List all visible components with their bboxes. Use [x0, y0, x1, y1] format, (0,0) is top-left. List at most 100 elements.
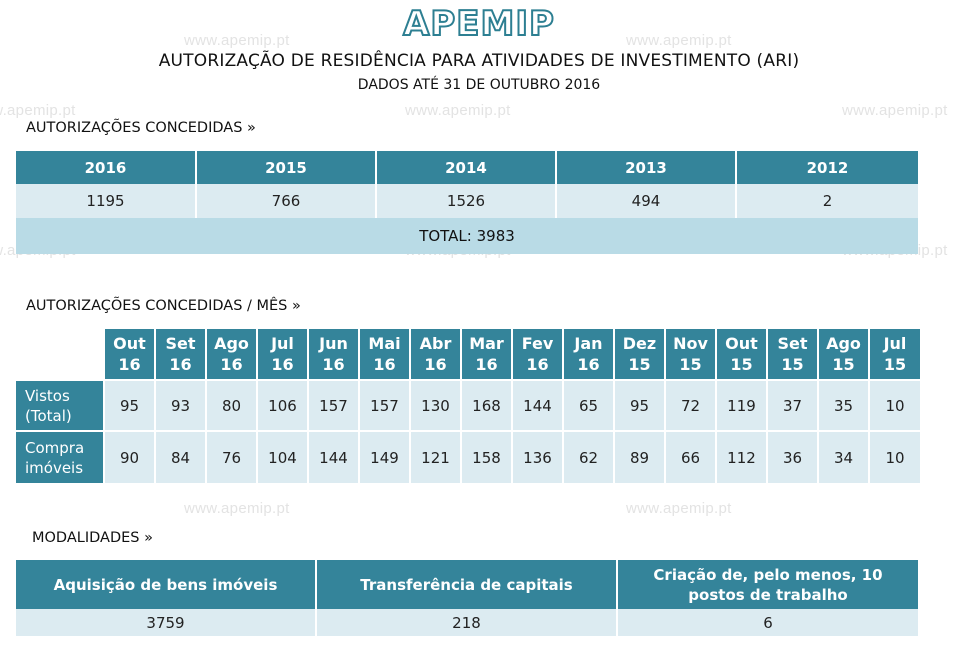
- month-label: Mai: [368, 334, 401, 353]
- modality-header: Criação de, pelo menos, 10 postos de tra…: [617, 560, 918, 609]
- modality-header: Transferência de capitais: [316, 560, 618, 609]
- month-header: Dez 15: [614, 329, 666, 380]
- monthly-value: 157: [308, 379, 360, 431]
- watermark-text: www.apemip.pt: [184, 500, 290, 517]
- row-header-line: (Total): [25, 406, 72, 425]
- monthly-value: 106: [257, 379, 309, 431]
- monthly-value: 119: [716, 379, 768, 431]
- month-header: Set 15: [767, 329, 819, 380]
- monthly-value: 104: [257, 430, 309, 483]
- watermark-text: www.apemip.pt: [0, 102, 76, 119]
- month-header: Mai 16: [359, 329, 411, 380]
- row-header-line: imóveis: [25, 458, 84, 477]
- month-label: Fev: [521, 334, 554, 353]
- monthly-value: 130: [410, 379, 462, 431]
- month-year: 16: [322, 355, 345, 374]
- watermark-text: www.apemip.pt: [626, 32, 732, 49]
- monthly-value: 144: [512, 379, 564, 431]
- annual-value: 1195: [16, 184, 197, 218]
- monthly-value: 121: [410, 430, 462, 483]
- modality-value: 6: [617, 609, 918, 636]
- month-year: 16: [169, 355, 192, 374]
- month-label: Jan: [574, 334, 603, 353]
- monthly-value: 62: [563, 430, 615, 483]
- month-header: Jan 16: [563, 329, 615, 380]
- month-label: Abr: [419, 334, 452, 353]
- year-header: 2013: [556, 151, 737, 184]
- month-label: Ago: [826, 334, 861, 353]
- annual-table: 2016 2015 2014 2013 2012 1195 766 1526 4…: [16, 151, 918, 254]
- month-year: 15: [883, 355, 907, 374]
- year-header: 2012: [736, 151, 918, 184]
- monthly-value: 84: [155, 430, 207, 483]
- monthly-value: 168: [461, 379, 513, 431]
- monthly-value: 34: [818, 430, 870, 483]
- monthly-table: Out 16 Set 16 Ago 16 Jul 16 Jun 16 Mai 16 Abr 16 Mar 16…: [16, 329, 920, 483]
- month-header: Jul 16: [257, 329, 309, 380]
- annual-total: TOTAL: 3983: [16, 218, 918, 254]
- annual-value: 2: [736, 184, 918, 218]
- month-year: 16: [577, 355, 600, 374]
- month-header: Ago 15: [818, 329, 870, 380]
- watermark-text: www.apemip.pt: [405, 102, 511, 119]
- section-heading-monthly: AUTORIZAÇÕES CONCEDIDAS / MÊS »: [26, 298, 301, 314]
- month-header: Set 16: [155, 329, 207, 380]
- apemip-logo: APEMIP: [402, 3, 555, 45]
- row-header-line: Vistos: [25, 386, 70, 405]
- monthly-value: 37: [767, 379, 819, 431]
- month-header: Fev 16: [512, 329, 564, 380]
- month-year: 15: [628, 355, 651, 374]
- month-year: 16: [220, 355, 243, 374]
- monthly-value: 95: [614, 379, 666, 431]
- monthly-value: 10: [869, 379, 920, 431]
- monthly-value: 158: [461, 430, 513, 483]
- month-year: 15: [679, 355, 702, 374]
- month-label: Out: [725, 334, 758, 353]
- year-header: 2015: [196, 151, 377, 184]
- monthly-value: 136: [512, 430, 564, 483]
- month-label: Dez: [622, 334, 657, 353]
- monthly-value: 157: [359, 379, 411, 431]
- watermark-text: www.apemip.pt: [842, 102, 948, 119]
- monthly-value: 10: [869, 430, 920, 483]
- modality-value: 218: [316, 609, 618, 636]
- month-header: Nov 15: [665, 329, 717, 380]
- month-label: Set: [165, 334, 196, 353]
- monthly-value: 144: [308, 430, 360, 483]
- month-label: Ago: [214, 334, 249, 353]
- watermark-text: www.apemip.pt: [184, 32, 290, 49]
- monthly-value: 36: [767, 430, 819, 483]
- year-header: 2016: [16, 151, 197, 184]
- modality-header: Aquisição de bens imóveis: [16, 560, 317, 609]
- monthly-value: 149: [359, 430, 411, 483]
- month-label: Mar: [469, 334, 504, 353]
- month-year: 16: [118, 355, 141, 374]
- month-header: Ago 16: [206, 329, 258, 380]
- month-header: Abr 16: [410, 329, 462, 380]
- page-title: AUTORIZAÇÃO DE RESIDÊNCIA PARA ATIVIDADE…: [158, 51, 800, 71]
- page-subtitle: DADOS ATÉ 31 DE OUTUBRO 2016: [357, 77, 601, 93]
- month-year: 16: [424, 355, 447, 374]
- month-label: Set: [777, 334, 808, 353]
- row-header-compra: Compra imóveis: [16, 430, 105, 483]
- month-label: Out: [113, 334, 146, 353]
- month-year: 15: [781, 355, 804, 374]
- annual-value: 766: [196, 184, 377, 218]
- month-year: 16: [271, 355, 294, 374]
- month-year: 16: [475, 355, 498, 374]
- monthly-value: 35: [818, 379, 870, 431]
- month-header: Jul 15: [869, 329, 920, 380]
- watermark-text: www.apemip.pt: [626, 500, 732, 517]
- monthly-value: 95: [104, 379, 156, 431]
- month-year: 15: [730, 355, 753, 374]
- modalities-table: Aquisição de bens imóveis Transferência …: [16, 560, 918, 636]
- monthly-value: 89: [614, 430, 666, 483]
- month-label: Jul: [883, 334, 907, 353]
- month-label: Nov: [673, 334, 708, 353]
- monthly-value: 65: [563, 379, 615, 431]
- month-header: Out 16: [104, 329, 156, 380]
- annual-value: 1526: [376, 184, 557, 218]
- month-label: Jul: [271, 334, 294, 353]
- section-heading-annual: AUTORIZAÇÕES CONCEDIDAS »: [26, 120, 256, 136]
- year-header: 2014: [376, 151, 557, 184]
